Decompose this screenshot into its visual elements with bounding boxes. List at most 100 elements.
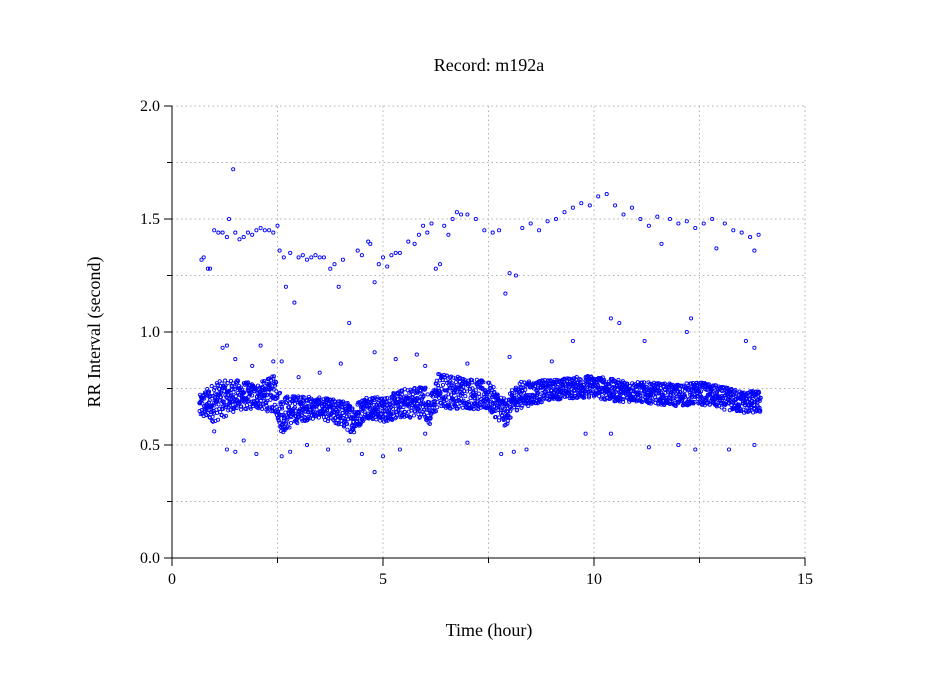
data-point — [444, 397, 449, 403]
data-point — [463, 394, 468, 399]
data-point — [326, 447, 331, 452]
data-point — [465, 440, 470, 445]
data-point — [274, 380, 279, 385]
data-point — [511, 449, 516, 454]
data-point — [447, 402, 452, 407]
data-point — [259, 392, 264, 397]
y-tick-label: 0.0 — [140, 550, 160, 567]
data-point — [304, 257, 310, 262]
data-point — [276, 410, 281, 415]
data-point — [332, 262, 337, 267]
data-point — [267, 228, 272, 233]
data-point — [258, 225, 263, 231]
data-point — [524, 401, 529, 406]
data-point — [748, 235, 753, 240]
data-point — [340, 257, 345, 262]
data-point — [603, 381, 608, 386]
data-point — [446, 232, 451, 237]
data-point — [445, 380, 450, 385]
data-point — [752, 442, 757, 448]
data-point — [505, 418, 510, 423]
data-point — [602, 377, 607, 383]
data-point — [459, 212, 464, 217]
x-tick-label: 15 — [797, 571, 813, 588]
data-point — [752, 406, 757, 411]
data-point — [629, 205, 635, 210]
data-point — [234, 405, 239, 411]
data-point — [588, 385, 593, 390]
data-point — [236, 378, 241, 383]
data-point — [582, 385, 587, 390]
data-point — [689, 316, 694, 321]
data-point — [655, 381, 660, 386]
data-point — [216, 402, 221, 407]
y-tick-label: 1.0 — [140, 324, 160, 341]
data-point — [510, 392, 515, 398]
data-point — [275, 223, 280, 228]
data-point — [684, 329, 689, 335]
x-tick-label: 0 — [168, 571, 176, 588]
data-point — [584, 389, 589, 394]
data-point — [310, 416, 315, 421]
data-point — [655, 214, 660, 219]
data-point — [220, 230, 225, 235]
data-point — [756, 232, 761, 237]
data-point — [540, 378, 545, 383]
data-point — [539, 400, 544, 405]
data-point — [278, 413, 283, 418]
data-point — [689, 388, 694, 393]
data-point — [221, 406, 226, 411]
data-point — [364, 395, 369, 400]
data-point — [582, 395, 587, 400]
data-point — [212, 387, 217, 392]
data-point — [368, 405, 373, 410]
data-point — [264, 393, 270, 398]
data-point — [375, 395, 380, 400]
data-point — [433, 266, 438, 271]
y-axis-label: RR Interval (second) — [84, 257, 105, 408]
data-point — [501, 398, 506, 403]
data-point — [215, 398, 220, 403]
data-point — [348, 404, 353, 409]
data-point — [352, 430, 357, 435]
data-point — [684, 381, 689, 386]
data-point — [221, 414, 227, 419]
data-point — [611, 394, 616, 400]
data-point — [254, 451, 259, 457]
data-point — [245, 230, 251, 235]
data-point — [413, 409, 418, 414]
data-point — [304, 442, 310, 448]
data-point — [338, 361, 343, 366]
data-point — [350, 406, 355, 411]
data-point — [281, 255, 286, 260]
data-point — [487, 399, 492, 404]
data-point — [376, 262, 381, 267]
data-point — [473, 392, 478, 397]
data-point — [427, 421, 432, 426]
data-point — [606, 389, 611, 394]
data-point — [231, 167, 236, 172]
data-point — [325, 408, 330, 413]
data-point — [358, 422, 363, 427]
data-point — [513, 273, 518, 278]
data-point — [385, 264, 390, 269]
data-point — [646, 445, 651, 450]
data-point — [268, 382, 273, 387]
data-point — [492, 389, 497, 395]
data-point — [250, 363, 255, 368]
data-point — [523, 387, 528, 392]
data-point — [347, 410, 352, 415]
data-point — [667, 216, 673, 222]
data-point — [436, 383, 441, 388]
data-point — [262, 228, 267, 233]
data-point — [701, 221, 706, 226]
data-point — [583, 431, 588, 436]
data-point — [394, 415, 399, 420]
data-point — [224, 235, 229, 240]
x-axis-label: Time (hour) — [446, 620, 533, 641]
data-point — [217, 379, 222, 384]
data-point — [388, 403, 393, 408]
data-point — [722, 221, 727, 226]
data-point — [221, 399, 226, 404]
data-point — [706, 382, 711, 387]
